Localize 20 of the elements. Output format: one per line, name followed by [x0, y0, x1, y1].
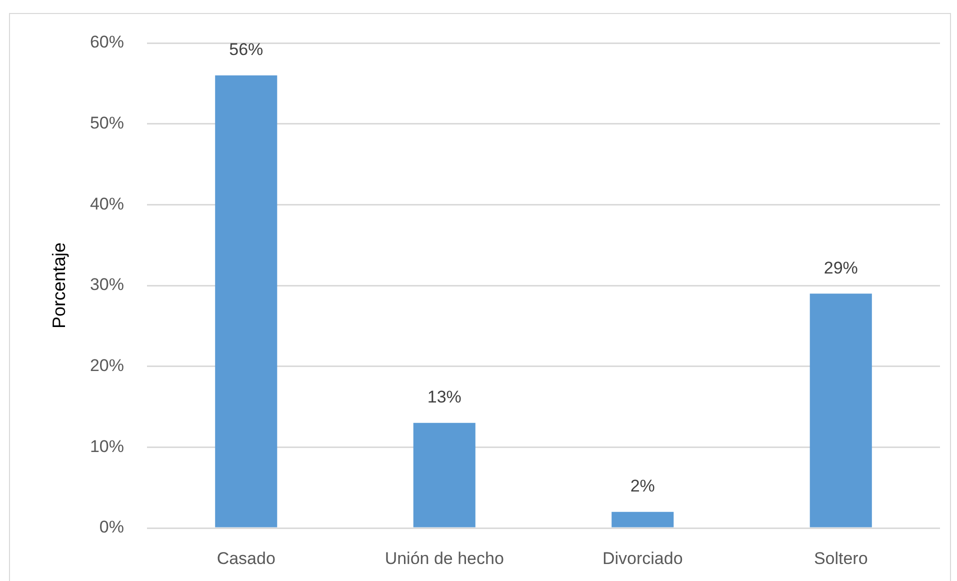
y-tick-label: 40%	[90, 194, 124, 214]
y-tick-label: 10%	[90, 436, 124, 456]
y-tick-label: 60%	[90, 32, 124, 52]
bar	[413, 422, 476, 528]
data-label: 13%	[427, 388, 462, 407]
y-tick-label: 50%	[90, 114, 124, 133]
y-tick-label: 30%	[90, 275, 124, 294]
x-tick-label: Casado	[216, 548, 276, 568]
y-tick-label: 20%	[90, 356, 124, 376]
bar	[612, 512, 674, 528]
x-tick-label: Divorciado	[602, 548, 683, 568]
x-tick-label: Soltero	[814, 548, 868, 568]
data-label: 2%	[630, 476, 655, 496]
bar	[810, 294, 872, 528]
bar	[215, 75, 278, 528]
data-label: 56%	[229, 40, 264, 60]
y-axis-title: Porcentaje	[48, 242, 69, 329]
x-tick-label: Unión de hecho	[384, 548, 504, 568]
y-tick-label: 0%	[99, 518, 124, 537]
data-label: 29%	[824, 258, 858, 278]
